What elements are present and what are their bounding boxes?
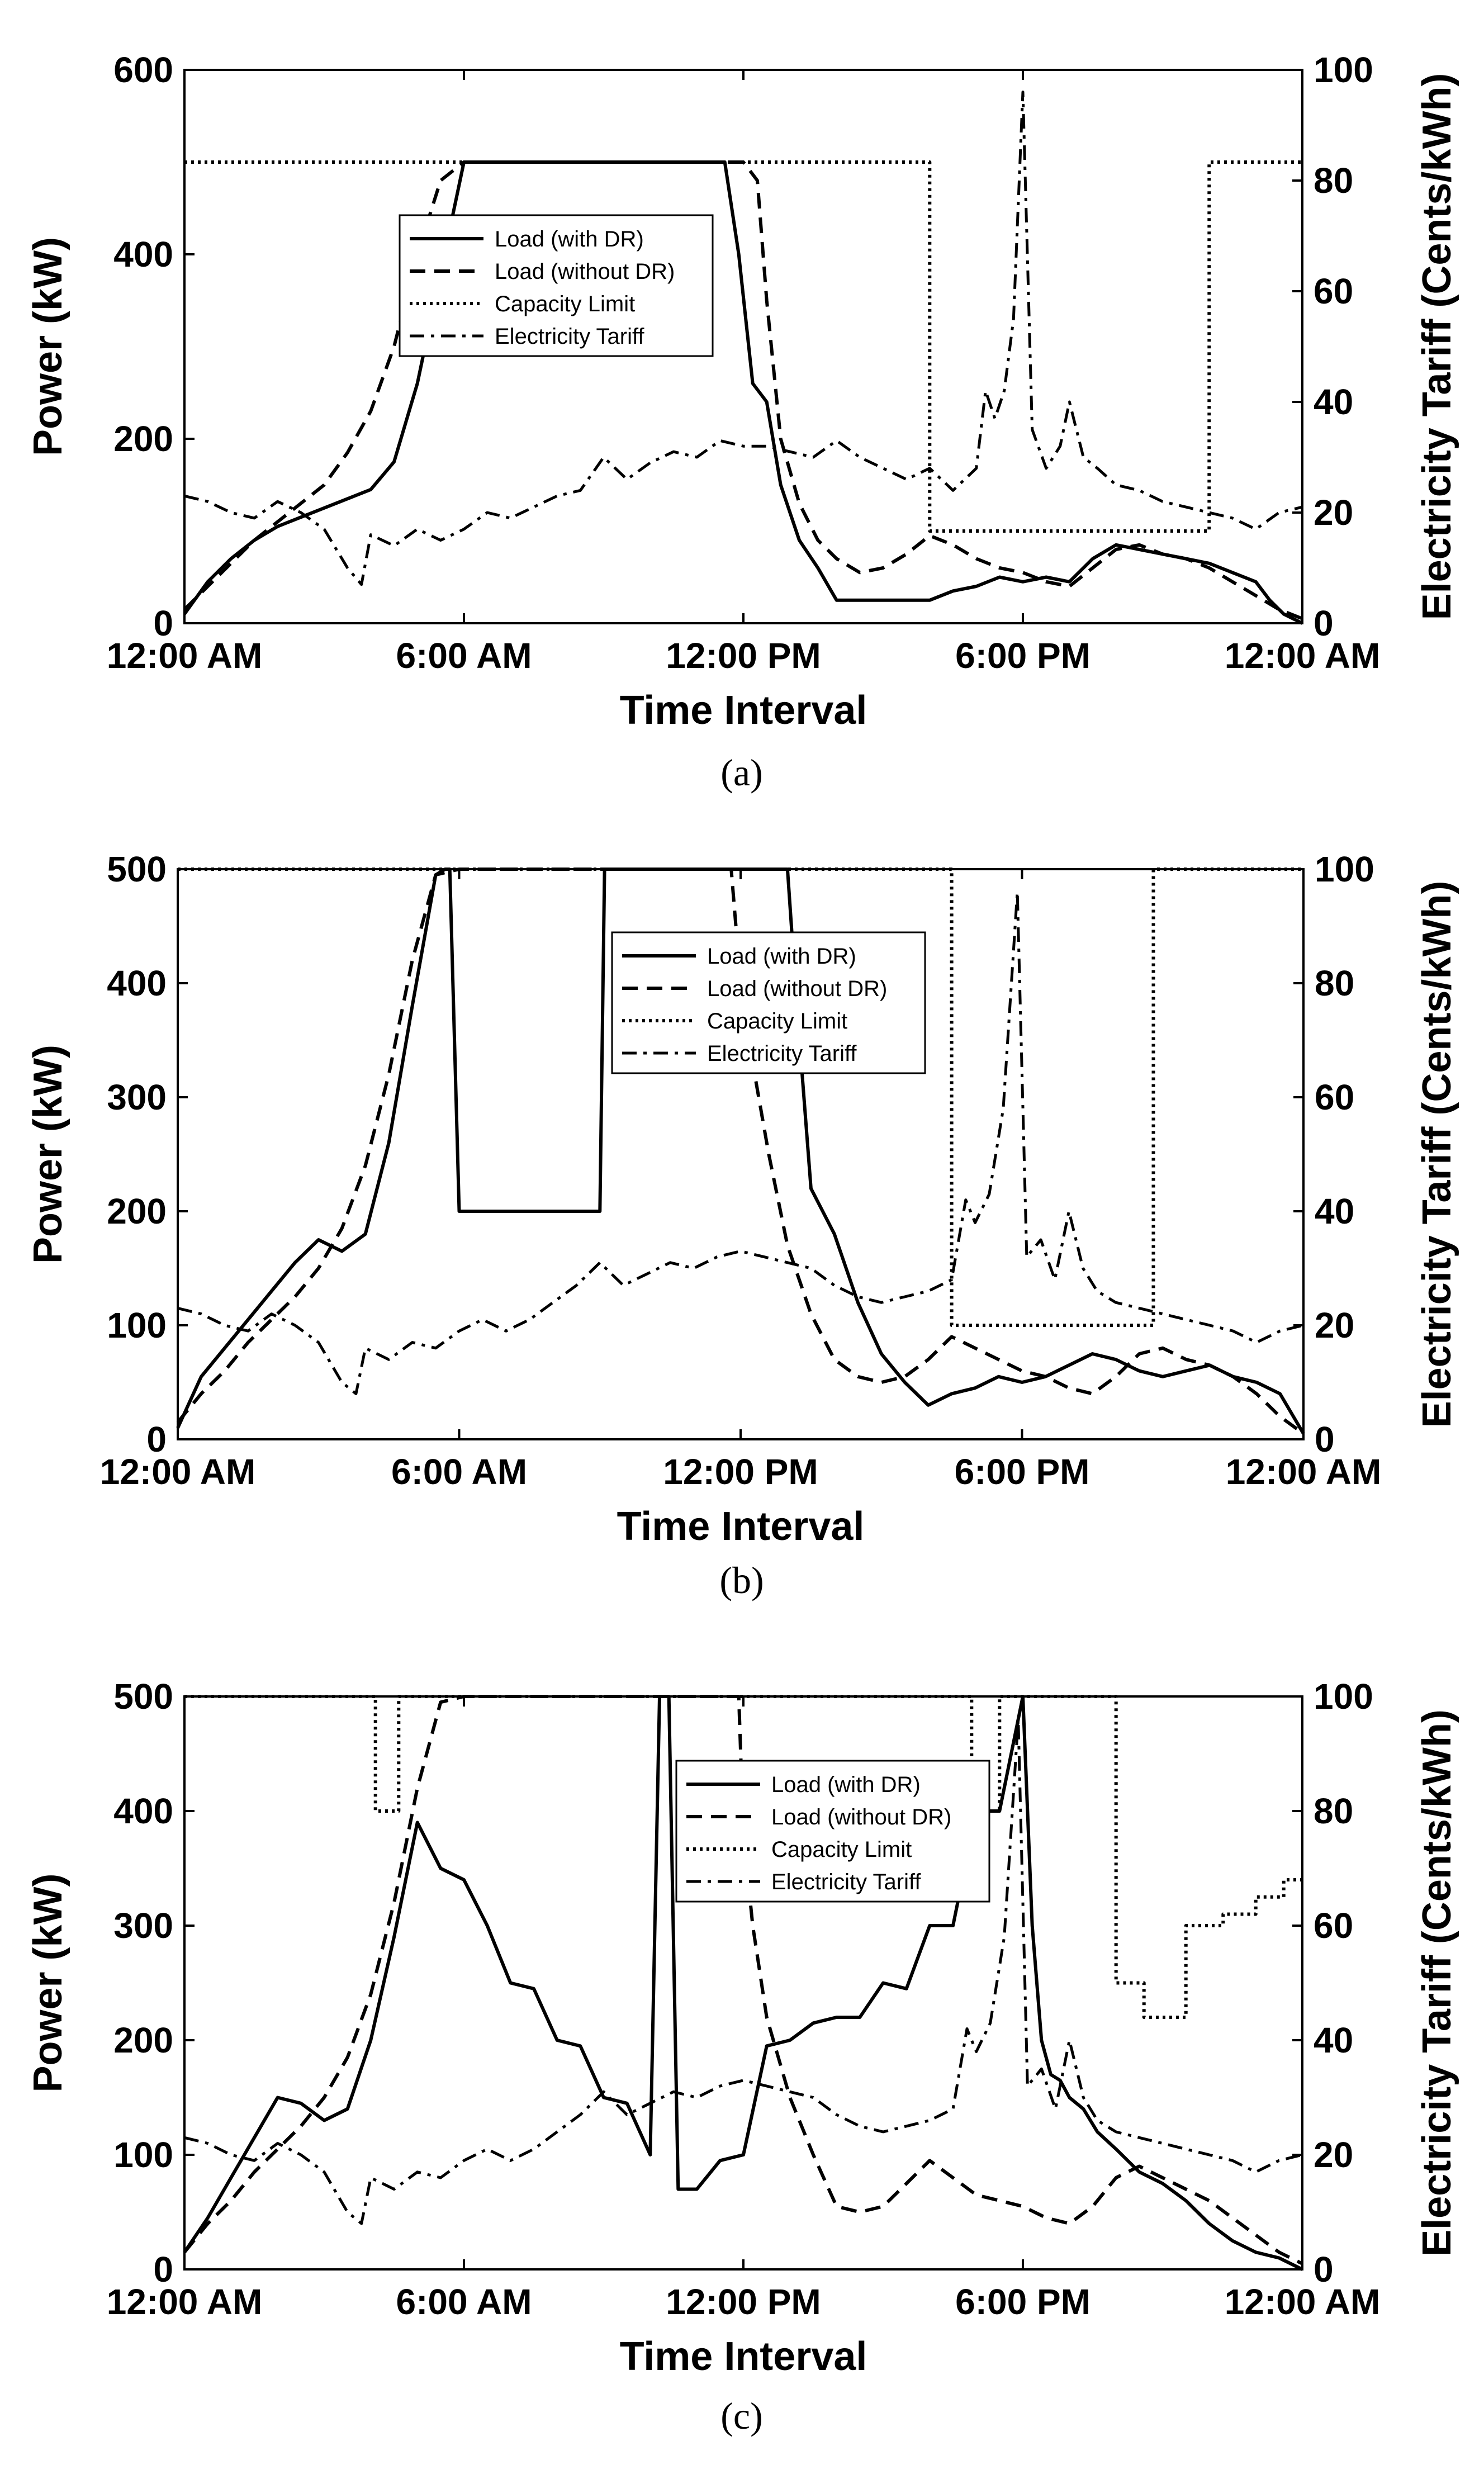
y2-tick-label: 40	[1314, 2020, 1353, 2060]
y2-tick-label: 20	[1314, 492, 1353, 533]
y-tick-label: 100	[107, 1305, 167, 1345]
y-axis-label: Power (kW)	[26, 1873, 70, 2092]
x-tick-label: 6:00 AM	[391, 1452, 527, 1492]
x-tick-label: 12:00 PM	[663, 1452, 818, 1492]
series-line-load-with-dr	[183, 160, 1303, 625]
y-axis-label: Power (kW)	[26, 237, 70, 456]
x-tick-label: 6:00 PM	[955, 2282, 1091, 2322]
legend-entry: Load (with DR)	[495, 227, 644, 252]
series-line-electricity-tariff	[177, 890, 1304, 1395]
y2-tick-label: 100	[1315, 849, 1374, 889]
y2-tick-label: 80	[1314, 1791, 1353, 1831]
y2-tick-label: 0	[1314, 2249, 1334, 2290]
y2-axis-label: Electricity Tariff (Cents/kWh)	[1415, 881, 1459, 1428]
y-tick-label: 200	[113, 419, 173, 459]
y-tick-label: 400	[107, 963, 167, 1003]
y2-tick-label: 100	[1314, 50, 1373, 90]
x-tick-label: 6:00 PM	[955, 636, 1091, 676]
x-tick-label: 6:00 PM	[955, 1452, 1090, 1492]
series-line-load-without-dr	[183, 1695, 1303, 2265]
y-tick-label: 600	[113, 50, 173, 90]
x-axis-label: Time Interval	[620, 2334, 867, 2379]
y2-tick-label: 20	[1315, 1305, 1354, 1345]
y-tick-label: 300	[113, 1906, 173, 1946]
y2-tick-label: 40	[1314, 382, 1353, 422]
y2-tick-label: 60	[1314, 1906, 1353, 1946]
x-tick-label: 12:00 PM	[666, 636, 821, 676]
chart-panel: 12:00 AM 6:00 AM 12:00 PM 6:00 PM 12:00 AM02…	[26, 50, 1459, 794]
plot-area-frame	[183, 69, 1303, 624]
legend-entry: Electricity Tariff	[495, 324, 644, 349]
series-line-load-without-dr	[183, 160, 1303, 620]
x-axis-label: Time Interval	[620, 688, 867, 733]
x-tick-label: 12:00 AM	[100, 1452, 256, 1492]
legend-entry: Capacity Limit	[707, 1009, 847, 1034]
series-line-electricity-tariff	[184, 1718, 1303, 2225]
y-tick-label: 0	[153, 2249, 173, 2290]
y-tick-label: 200	[107, 1191, 167, 1231]
y-tick-label: 400	[113, 1791, 173, 1831]
legend-entry: Electricity Tariff	[771, 1870, 921, 1894]
y2-axis-label: Electricity Tariff (Cents/kWh)	[1415, 1709, 1459, 2257]
y-tick-label: 300	[107, 1077, 167, 1117]
x-tick-label: 6:00 AM	[396, 2282, 532, 2322]
x-axis-label: Time Interval	[617, 1504, 865, 1549]
series-line-load-without-dr	[176, 868, 1305, 1435]
y-tick-label: 0	[153, 603, 173, 643]
legend-entry: Capacity Limit	[771, 1837, 912, 1862]
x-tick-label: 12:00 AM	[1226, 1452, 1382, 1492]
y-tick-label: 500	[107, 849, 167, 889]
y2-tick-label: 60	[1315, 1077, 1354, 1117]
y2-axis-label: Electricity Tariff (Cents/kWh)	[1415, 73, 1459, 620]
chart-panel: 12:00 AM 6:00 AM 12:00 PM 6:00 PM 12:00 AM01…	[26, 849, 1459, 1601]
legend-entry: Capacity Limit	[495, 292, 635, 316]
series-line-capacity-limit	[184, 160, 1302, 533]
series-line-capacity-limit	[184, 1695, 1302, 2019]
legend-entry: Load (with DR)	[707, 944, 856, 969]
panel-caption: (a)	[720, 751, 762, 794]
y2-tick-label: 40	[1315, 1191, 1354, 1231]
x-tick-label: 6:00 AM	[396, 636, 532, 676]
panel-caption: (b)	[719, 1559, 764, 1601]
y-tick-label: 100	[113, 2135, 173, 2175]
legend-entry: Electricity Tariff	[707, 1041, 857, 1066]
series-line-load-with-dr	[176, 868, 1305, 1435]
y-tick-label: 200	[113, 2020, 173, 2060]
y2-tick-label: 20	[1314, 2135, 1353, 2175]
series-line-capacity-limit	[178, 868, 1303, 1327]
x-tick-label: 12:00 AM	[107, 636, 263, 676]
y2-tick-label: 80	[1314, 160, 1353, 201]
y2-tick-label: 100	[1314, 1676, 1373, 1717]
y-axis-label: Power (kW)	[26, 1045, 70, 1264]
legend-entry: Load (with DR)	[771, 1772, 921, 1797]
legend-entry: Load (without DR)	[707, 977, 887, 1001]
series-line-electricity-tariff	[184, 91, 1303, 586]
x-tick-label: 12:00 AM	[107, 2282, 263, 2322]
y-tick-label: 0	[146, 1419, 167, 1459]
y2-tick-label: 0	[1314, 603, 1334, 643]
x-tick-label: 12:00 AM	[1225, 2282, 1381, 2322]
x-tick-label: 12:00 PM	[666, 2282, 821, 2322]
y-tick-label: 500	[113, 1676, 173, 1717]
series-line-load-with-dr	[183, 1695, 1303, 2271]
y2-tick-label: 0	[1315, 1419, 1335, 1459]
y2-tick-label: 80	[1315, 963, 1354, 1003]
chart-panel: 12:00 AM 6:00 AM 12:00 PM 6:00 PM 12:00 AM01…	[26, 1676, 1459, 2437]
y-tick-label: 400	[113, 234, 173, 274]
y2-tick-label: 60	[1314, 271, 1353, 311]
panel-caption: (c)	[720, 2395, 762, 2437]
x-tick-label: 12:00 AM	[1225, 636, 1381, 676]
legend-entry: Load (without DR)	[495, 259, 675, 284]
legend-entry: Load (without DR)	[771, 1805, 951, 1829]
